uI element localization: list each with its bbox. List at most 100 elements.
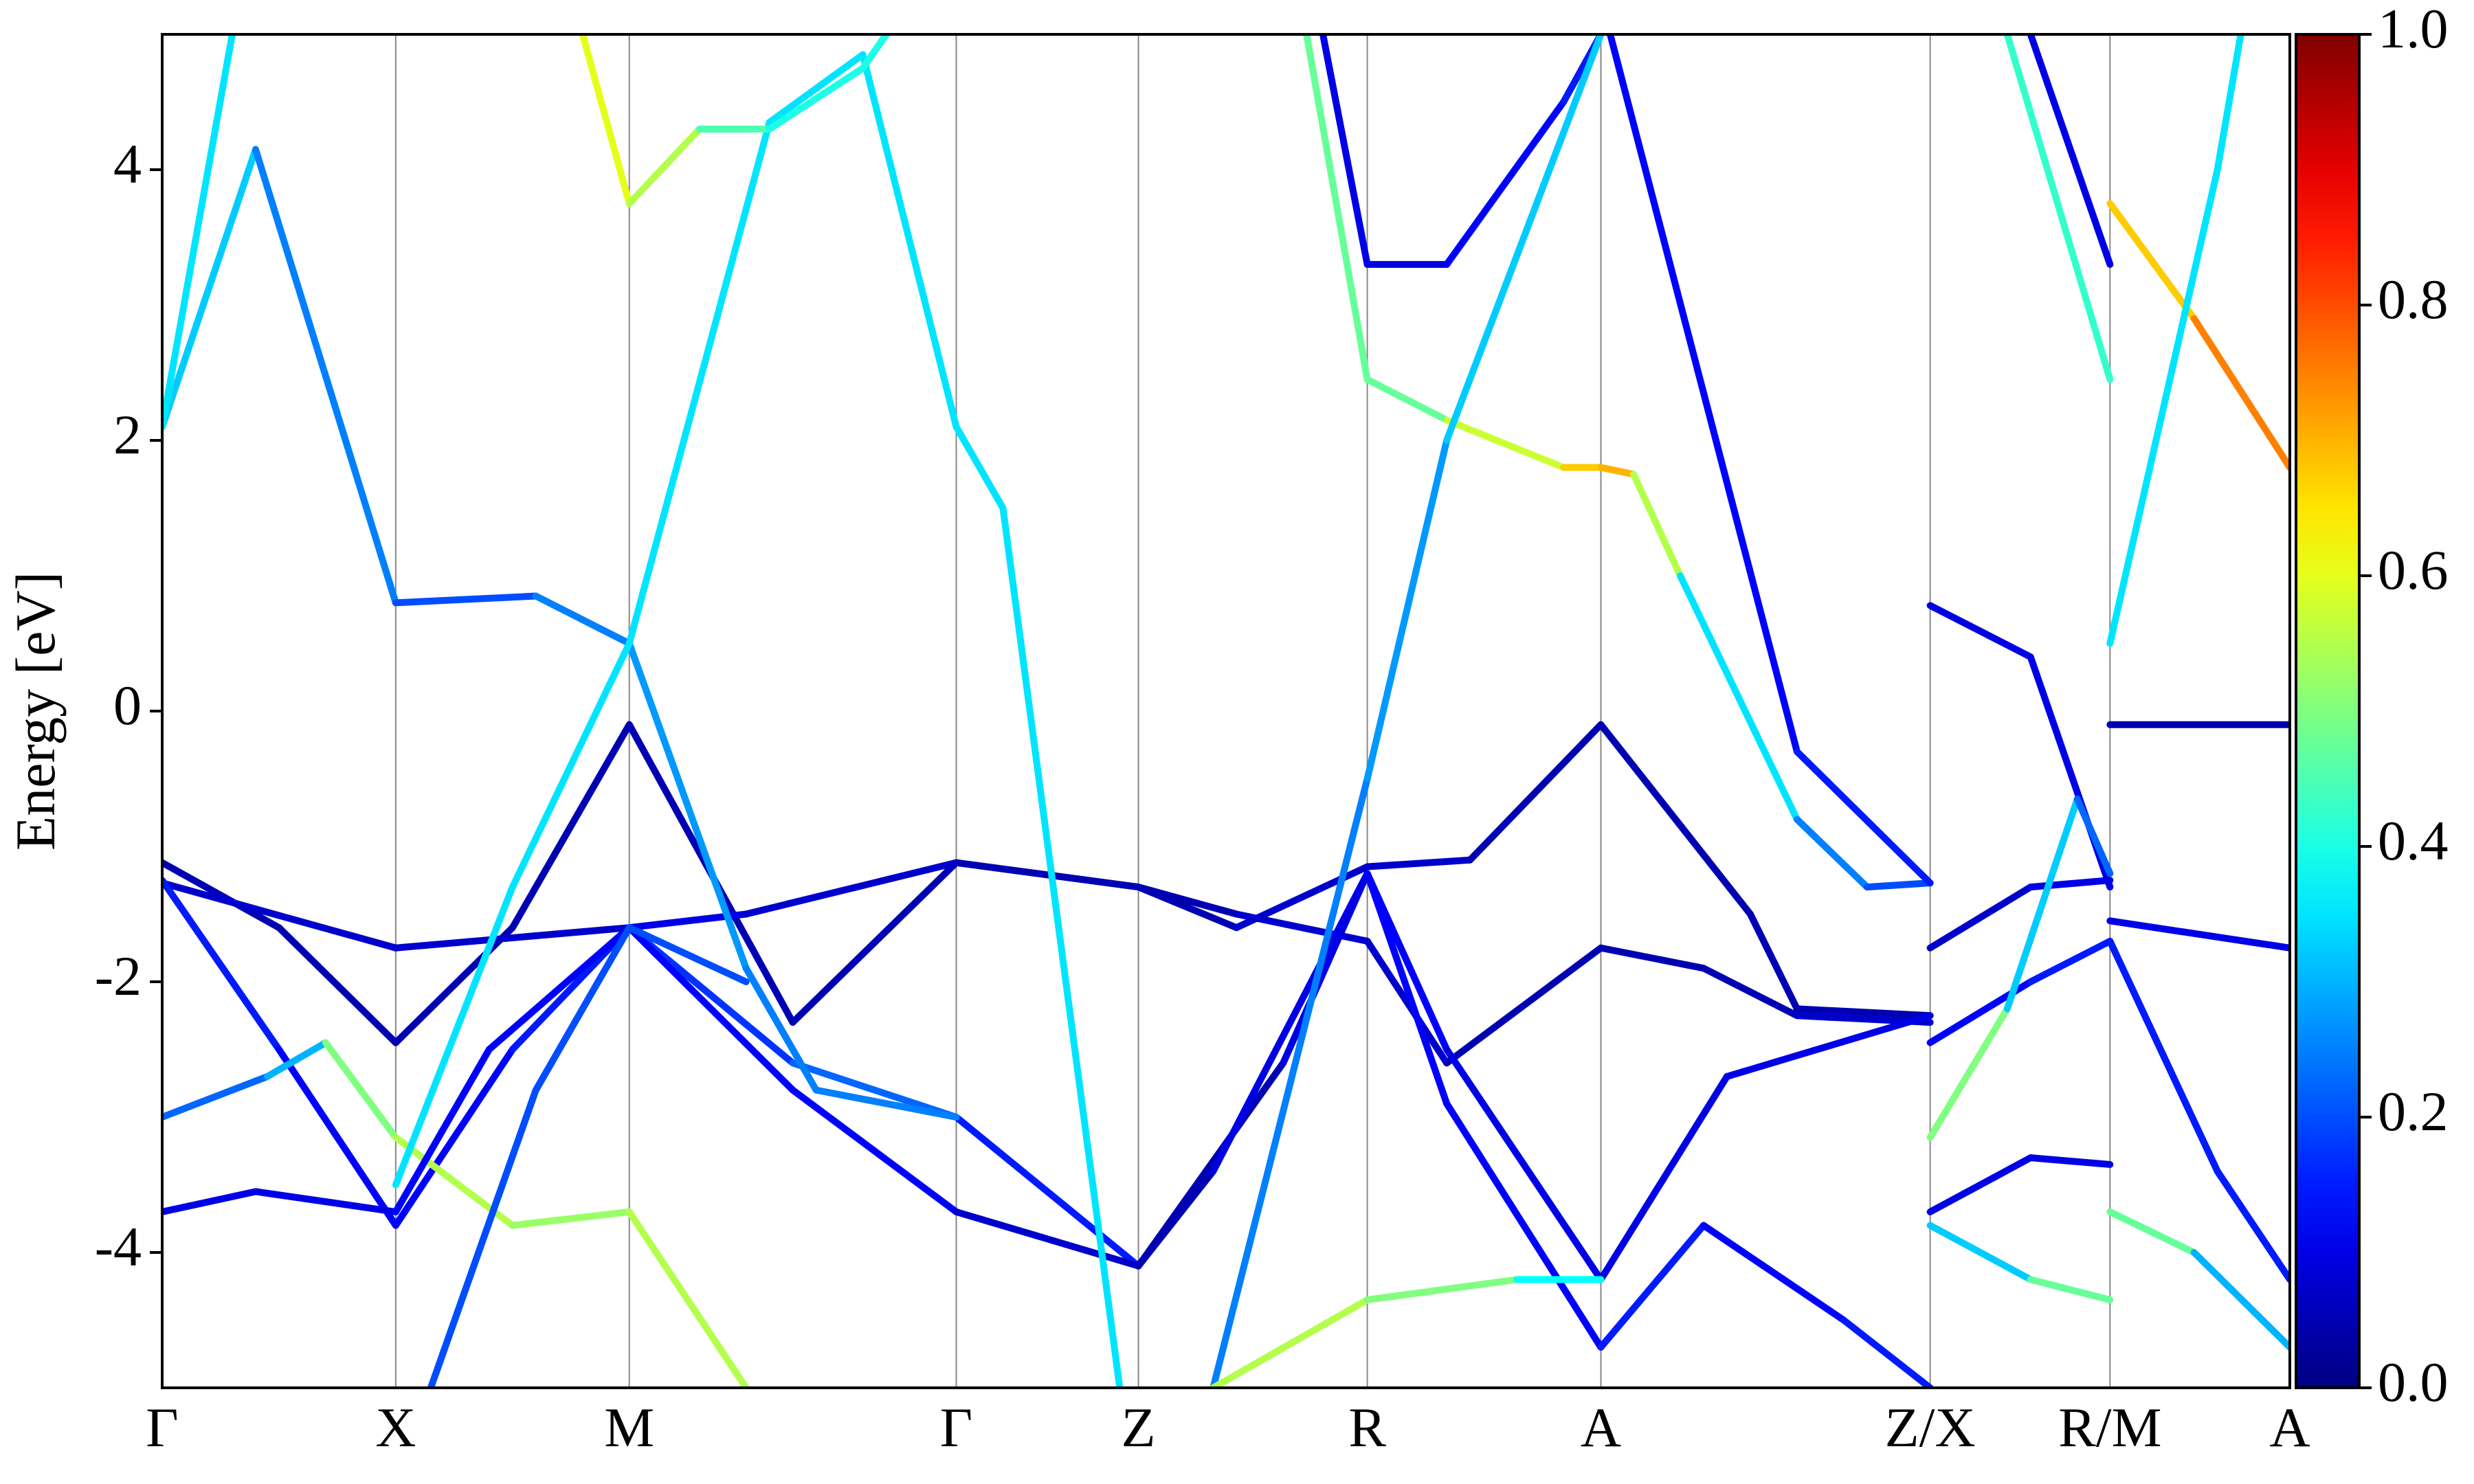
band-segment: [579, 34, 633, 207]
band-segment: [1467, 721, 1605, 864]
band-segment: [532, 924, 633, 1094]
band-segment: [392, 924, 633, 952]
band-segment: [392, 1046, 516, 1229]
band-segment: [1926, 884, 2034, 952]
band-segment: [625, 119, 773, 647]
band-segment: [952, 1208, 1142, 1270]
band-segment: [2190, 315, 2290, 471]
plot-frame: [161, 33, 2291, 1389]
band-segment: [789, 859, 960, 1026]
band-segment: [252, 146, 399, 607]
band-segment: [2106, 937, 2221, 1175]
x-tick-label: Γ: [940, 1396, 972, 1459]
y-axis-label: Energy [eV]: [4, 572, 67, 851]
colorbar-tick-label: 0.0: [2378, 1351, 2449, 1413]
band-segment: [485, 924, 633, 1053]
band-segment: [162, 146, 259, 431]
band-segment: [625, 924, 750, 985]
colorbar: [2295, 33, 2361, 1389]
band-segment: [1363, 870, 1451, 1108]
x-tick-label: A: [2269, 1396, 2310, 1459]
band-segment: [1210, 870, 1371, 1175]
band-segment: [2106, 1208, 2198, 1256]
colorbar-tick-label: 1.0: [2378, 0, 2449, 60]
band-segment: [1926, 1222, 2034, 1283]
band-segment: [1863, 879, 1934, 891]
band-segment: [532, 592, 633, 647]
band-segment: [1443, 416, 1568, 471]
band-segment: [1840, 1316, 1934, 1388]
band-segment: [392, 1046, 493, 1215]
band-segment: [1135, 1167, 1217, 1270]
band-segment: [322, 1039, 399, 1141]
band-segment: [952, 423, 1007, 512]
band-segment: [1607, 34, 1801, 756]
band-segment: [1319, 34, 1371, 268]
y-tick-label: -4: [95, 1215, 142, 1278]
band-segment: [162, 1188, 259, 1215]
band-segment: [859, 34, 890, 72]
band-segment: [1746, 910, 1801, 1013]
band-segment: [789, 1086, 960, 1215]
band-segment: [162, 34, 236, 431]
band-segment: [742, 965, 820, 1094]
band-segment: [2027, 877, 2114, 891]
band-segment: [999, 504, 1124, 1388]
band-segment: [252, 1188, 399, 1215]
x-tick-label: Z/X: [1885, 1396, 1976, 1459]
x-tick-label: R: [1348, 1396, 1386, 1459]
band-segment: [275, 1046, 399, 1229]
band-segment: [1363, 1276, 1521, 1303]
band-segment: [1443, 1100, 1605, 1351]
band-segment: [2073, 796, 2114, 877]
band-segment: [625, 640, 750, 972]
band-segment: [2003, 34, 2114, 383]
band-segment: [1303, 34, 1371, 383]
band-segment: [392, 592, 539, 607]
y-tick-label: -2: [95, 945, 142, 1007]
band-segment: [392, 884, 516, 1189]
colorbar-tick-label: 0.8: [2378, 268, 2449, 330]
band-segment: [509, 640, 633, 891]
colorbar-tick-label: 0.2: [2378, 1080, 2449, 1143]
band-segment: [1630, 471, 1684, 579]
band-segment: [812, 1086, 960, 1121]
band-segment: [2214, 1167, 2290, 1283]
band-segment: [625, 924, 796, 1094]
x-tick-label: A: [1581, 1396, 1621, 1459]
band-segment: [1793, 816, 1871, 891]
band-segment: [2106, 917, 2290, 952]
band-segment: [1926, 1005, 2011, 1141]
band-segment: [1443, 34, 1605, 444]
band-segment: [2027, 34, 2114, 268]
band-segment: [1597, 944, 1707, 972]
band-segment: [263, 1039, 329, 1080]
band-segment: [742, 859, 960, 918]
band-segment: [1210, 775, 1371, 1388]
band-segment: [1363, 870, 1451, 1053]
band-segment: [2027, 1276, 2114, 1303]
band-segment: [162, 879, 399, 952]
band-segment: [162, 859, 282, 932]
band-segment: [625, 1208, 750, 1388]
band-segment: [1677, 572, 1801, 823]
x-tick-label: R/M: [2058, 1396, 2161, 1459]
band-segment: [2106, 200, 2198, 322]
band-segment: [952, 1114, 1142, 1270]
band-segment: [766, 65, 867, 133]
x-tick-label: X: [375, 1396, 416, 1459]
band-segment: [275, 924, 399, 1046]
x-tick-label: Γ: [146, 1396, 178, 1459]
colorbar-tick-label: 0.6: [2378, 539, 2449, 601]
band-segment: [625, 125, 703, 207]
band-segment: [2214, 34, 2244, 173]
band-segment: [1210, 1296, 1371, 1388]
band-segment: [952, 859, 1142, 891]
band-segment: [1926, 1154, 2034, 1215]
band-segment: [2003, 796, 2081, 1013]
band-segment: [1233, 910, 1371, 945]
x-tick-label: M: [604, 1396, 654, 1459]
band-segment: [1135, 884, 1240, 918]
band-segment: [427, 1086, 539, 1388]
